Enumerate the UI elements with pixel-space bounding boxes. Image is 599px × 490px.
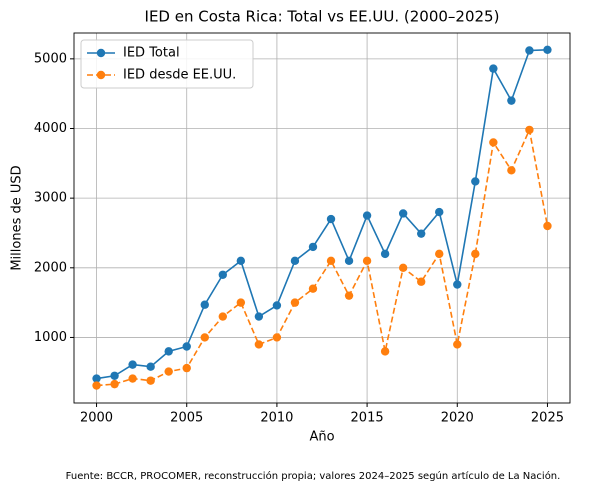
x-tick-label: 2020 <box>441 411 474 426</box>
data-point <box>236 298 246 307</box>
data-point <box>236 256 246 266</box>
data-point <box>453 280 462 289</box>
data-point <box>290 256 300 266</box>
data-point <box>525 125 534 135</box>
data-point <box>200 300 209 309</box>
data-point <box>435 249 444 259</box>
y-tick-label: 4000 <box>34 121 67 136</box>
data-point <box>489 64 498 73</box>
legend-label: IED Total <box>123 46 180 61</box>
data-point <box>92 381 101 390</box>
data-point <box>218 312 227 321</box>
data-point <box>110 379 119 389</box>
data-point <box>308 242 318 252</box>
data-point <box>290 298 300 307</box>
y-tick-label: 2000 <box>34 260 67 275</box>
data-point <box>507 166 516 175</box>
data-point <box>471 177 480 186</box>
legend-marker <box>96 48 106 58</box>
legend-box <box>80 39 254 89</box>
data-point <box>182 363 191 373</box>
data-point <box>344 291 354 300</box>
legend-marker <box>96 70 106 80</box>
chart-title: IED en Costa Rica: Total vs EE.UU. (2000… <box>145 8 500 26</box>
data-point <box>362 256 372 266</box>
data-point <box>128 374 137 383</box>
y-tick-label: 5000 <box>34 51 67 66</box>
data-point <box>218 270 227 279</box>
data-point <box>326 256 336 266</box>
data-point <box>164 347 173 356</box>
data-point <box>200 333 209 342</box>
data-point <box>344 256 354 266</box>
plot-frame <box>73 32 571 404</box>
data-point <box>326 214 336 224</box>
data-point <box>272 301 282 310</box>
data-point <box>507 96 516 105</box>
data-point <box>543 221 552 231</box>
data-point <box>128 360 137 369</box>
x-tick-label: 2015 <box>351 411 384 426</box>
data-point <box>398 263 408 273</box>
data-point <box>380 347 390 356</box>
series-line <box>96 127 549 387</box>
legend-label: IED desde EE.UU. <box>123 68 236 83</box>
data-point <box>543 45 552 54</box>
data-point <box>525 46 534 55</box>
y-tick-label: 1000 <box>34 330 67 345</box>
y-tick-label: 3000 <box>34 191 67 206</box>
data-point <box>380 249 390 259</box>
data-point <box>146 362 155 371</box>
data-point <box>164 367 173 376</box>
data-point <box>254 340 264 349</box>
data-point <box>489 138 498 147</box>
data-point <box>308 284 318 293</box>
footnote: Fuente: BCCR, PROCOMER, reconstrucción p… <box>66 470 561 482</box>
x-tick-label: 2000 <box>80 411 113 426</box>
x-axis-label: Año <box>309 430 334 445</box>
data-point <box>110 371 119 380</box>
data-point <box>182 342 191 351</box>
data-point <box>471 249 480 259</box>
y-axis-label: Millones de USD <box>10 165 25 270</box>
data-point <box>362 211 372 220</box>
x-tick-label: 2010 <box>260 411 293 426</box>
data-point <box>435 207 444 217</box>
data-point <box>453 340 462 349</box>
data-point <box>92 374 101 383</box>
data-point <box>254 312 264 321</box>
data-point <box>417 229 426 238</box>
x-tick-label: 2005 <box>170 411 203 426</box>
series-line <box>96 48 548 380</box>
data-point <box>417 277 426 286</box>
data-point <box>272 333 282 342</box>
data-point <box>398 209 408 218</box>
data-point <box>146 376 155 385</box>
x-tick-label: 2025 <box>531 411 564 426</box>
